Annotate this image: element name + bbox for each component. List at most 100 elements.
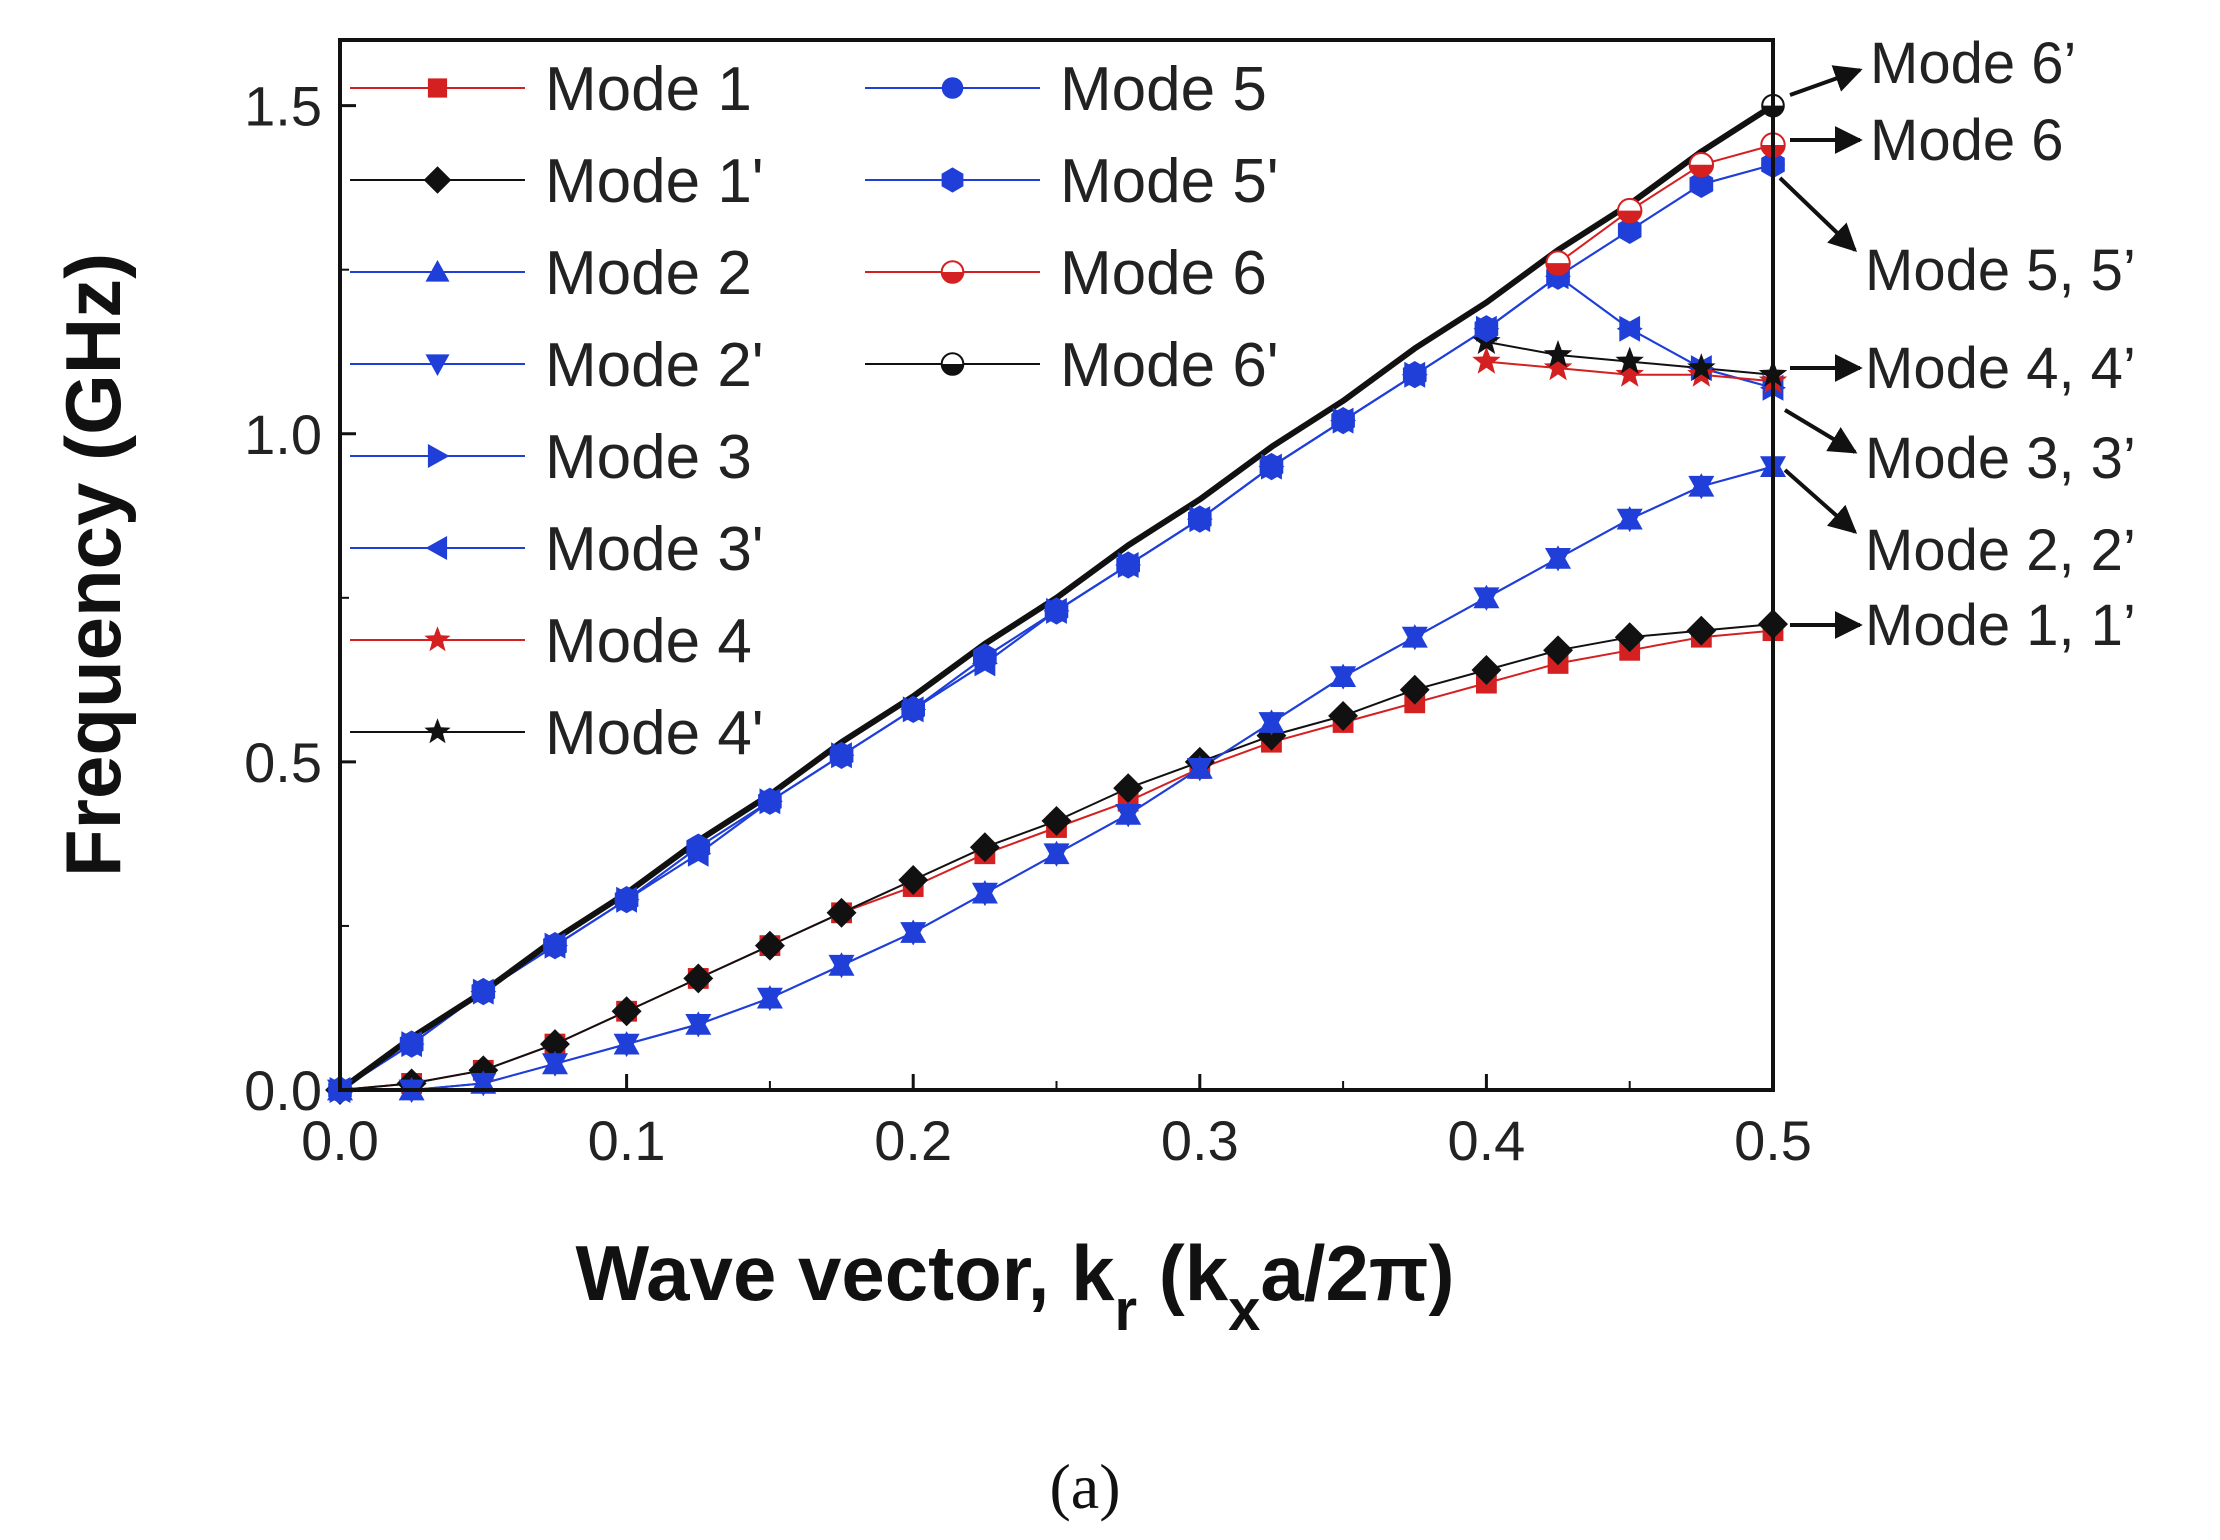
data-point-mode-4: [1472, 346, 1501, 374]
x-axis-label: Wave vector, kr (kxa/2π): [575, 1229, 1454, 1343]
y-tick-label: 0.5: [244, 731, 322, 794]
data-point-mode-4: [1543, 353, 1573, 381]
data-point-mode-1-prime: [1113, 773, 1144, 804]
data-point-mode-1-prime: [1399, 674, 1430, 705]
x-axis-label-sub-x: x: [1228, 1278, 1260, 1343]
legend-label: Mode 2': [545, 331, 764, 400]
y-axis-label: Frequency (GHz): [49, 253, 137, 877]
data-point-mode-5-prime: [1689, 170, 1714, 198]
annotation-mode-3-3-prime: Mode 3, 3’: [1783, 408, 2136, 491]
figure-caption: (a): [1049, 1451, 1120, 1522]
data-point-mode-5-prime: [1044, 597, 1069, 625]
annotation-label: Mode 6: [1870, 108, 2063, 173]
annotation-mode-6-prime: Mode 6’: [1789, 31, 2076, 97]
data-point-mode-4-prime: [1687, 353, 1716, 381]
x-tick-label: 0.5: [1734, 1109, 1812, 1172]
legend-label: Mode 2: [545, 239, 752, 308]
legend-entry-mode-3-prime: Mode 3': [350, 515, 764, 584]
data-point-mode-5-prime: [471, 977, 496, 1006]
annotation-label: Mode 5, 5’: [1865, 238, 2136, 303]
legend-label: Mode 6: [1060, 239, 1267, 308]
data-point-mode-5-prime: [686, 833, 711, 861]
x-tick-label: 0.3: [1161, 1109, 1239, 1172]
data-point-mode-5-prime: [973, 643, 997, 671]
data-point-mode-1-prime: [898, 865, 929, 895]
data-point-mode-2-prime: [756, 987, 783, 1012]
annotation-label: Mode 1, 1’: [1865, 593, 2136, 658]
legend-label: Mode 4': [545, 699, 764, 768]
legend-label: Mode 1': [545, 147, 764, 216]
data-point-mode-1-prime: [1471, 655, 1502, 685]
data-point-mode-1-prime: [969, 832, 1000, 863]
x-axis-label-sub-r: r: [1115, 1278, 1138, 1343]
data-point-mode-1-prime: [540, 1029, 570, 1059]
data-point-mode-2-prime: [1043, 843, 1070, 867]
legend-entry-mode-1-prime: Mode 1': [350, 147, 764, 216]
legend-marker: [424, 626, 451, 652]
legend-label: Mode 5: [1060, 55, 1267, 124]
data-point-mode-5-prime: [614, 886, 639, 914]
data-point-mode-5-prime: [901, 695, 925, 723]
x-axis-label-main: Wave vector, k: [575, 1229, 1115, 1317]
legend-entry-mode-2: Mode 2: [350, 239, 752, 308]
legend-entry-mode-6: Mode 6: [865, 239, 1267, 308]
legend-entry-mode-4-prime: Mode 4': [350, 699, 764, 768]
data-point-mode-6: [1545, 250, 1571, 276]
data-point-mode-5-prime: [543, 932, 567, 960]
data-point-mode-4: [1615, 359, 1644, 387]
annotation-mode-2-2-prime: Mode 2, 2’: [1783, 468, 2136, 583]
data-point-mode-5-prime: [1259, 452, 1284, 481]
data-point-mode-2-prime: [470, 1073, 497, 1097]
annotation-mode-6: Mode 6: [1790, 108, 2063, 173]
data-point-mode-2-prime: [685, 1014, 712, 1038]
legend-entry-mode-5: Mode 5: [865, 55, 1267, 124]
annotation-mode-1-1-prime: Mode 1, 1’: [1790, 593, 2136, 658]
legend-marker: [941, 77, 964, 99]
x-tick-label: 0.0: [301, 1109, 379, 1172]
legend-marker: [425, 260, 450, 282]
data-point-mode-2-prime: [1115, 804, 1142, 828]
data-point-mode-2-prime: [828, 954, 855, 979]
annotation-arrow: [1789, 65, 1863, 97]
legend-label: Mode 4: [545, 607, 752, 676]
data-point-mode-2-prime: [1186, 758, 1213, 782]
legend-marker: [425, 354, 450, 376]
data-point-mode-2-prime: [613, 1033, 640, 1058]
data-point-mode-5-prime: [399, 1030, 424, 1058]
legend-entry-mode-4: Mode 4: [350, 607, 752, 676]
x-axis-label-open: (k: [1137, 1229, 1229, 1317]
data-point-mode-5-prime: [829, 741, 854, 769]
legend-marker: [427, 78, 448, 98]
x-tick-label: 0.2: [874, 1109, 952, 1172]
data-point-mode-5-prime: [758, 787, 782, 815]
data-point-mode-1-prime: [754, 930, 785, 961]
legend-marker: [425, 536, 448, 560]
legend-entry-mode-1: Mode 1: [350, 55, 752, 124]
data-point-mode-2-prime: [971, 882, 998, 907]
data-point-mode-5-prime: [1188, 505, 1212, 533]
plot-frame: [338, 38, 1775, 1092]
data-point-mode-1-prime: [611, 996, 642, 1027]
data-point-mode-1-prime: [683, 963, 714, 994]
legend-label: Mode 6': [1060, 331, 1279, 400]
data-point-mode-5-prime: [1331, 407, 1355, 435]
y-tick-label: 0.0: [244, 1059, 322, 1122]
data-point-mode-1-prime: [1686, 615, 1717, 646]
legend-marker: [427, 444, 450, 468]
data-point-mode-2-prime: [542, 1053, 568, 1077]
annotation-label: Mode 4, 4’: [1865, 336, 2136, 401]
annotation-mode-5-5-prime: Mode 5, 5’: [1778, 176, 2136, 303]
legend-entry-mode-2-prime: Mode 2': [350, 331, 764, 400]
annotation-mode-4-4-prime: Mode 4, 4’: [1790, 336, 2136, 401]
data-point-mode-2-prime: [1330, 666, 1357, 690]
legend-marker: [423, 166, 452, 194]
series-line-mode-6: [1557, 144, 1774, 264]
data-point-mode-6: [1617, 197, 1643, 224]
legend-label: Mode 1: [545, 55, 752, 124]
legend-marker: [424, 718, 451, 744]
data-point-mode-2-prime: [1258, 712, 1285, 736]
x-tick-label: 0.4: [1447, 1109, 1525, 1172]
legend-entry-mode-3: Mode 3: [350, 423, 752, 492]
legend-marker: [940, 352, 965, 376]
